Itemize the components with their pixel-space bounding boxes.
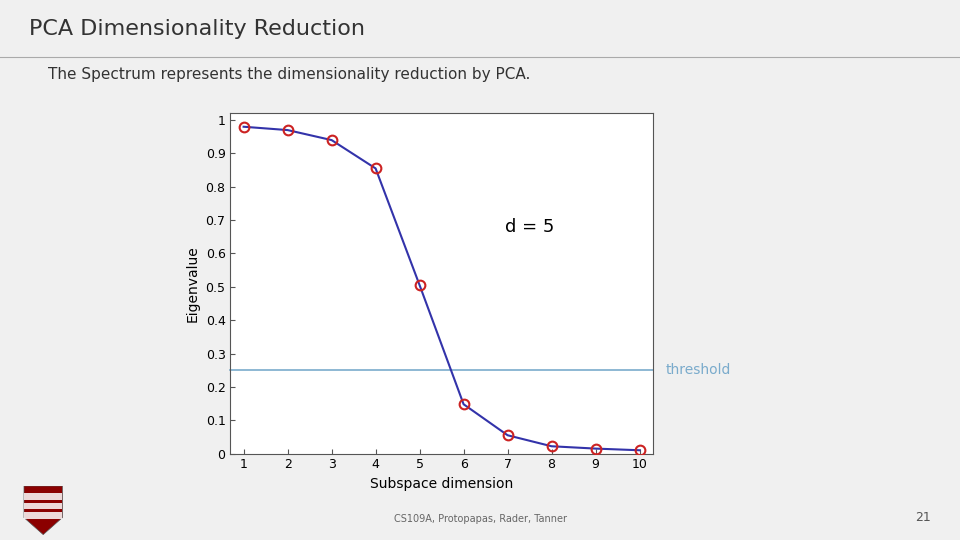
- Polygon shape: [24, 486, 62, 535]
- Text: The Spectrum represents the dimensionality reduction by PCA.: The Spectrum represents the dimensionali…: [48, 68, 530, 83]
- Text: threshold: threshold: [666, 363, 732, 377]
- Text: 21: 21: [916, 511, 931, 524]
- Bar: [24, 503, 62, 509]
- X-axis label: Subspace dimension: Subspace dimension: [370, 477, 514, 491]
- Text: PCA Dimensionality Reduction: PCA Dimensionality Reduction: [29, 19, 365, 39]
- Y-axis label: Eigenvalue: Eigenvalue: [186, 245, 200, 322]
- Bar: [24, 494, 62, 500]
- Bar: [24, 512, 62, 518]
- Text: CS109A, Protopapas, Rader, Tanner: CS109A, Protopapas, Rader, Tanner: [394, 514, 566, 524]
- Text: d = 5: d = 5: [505, 218, 554, 236]
